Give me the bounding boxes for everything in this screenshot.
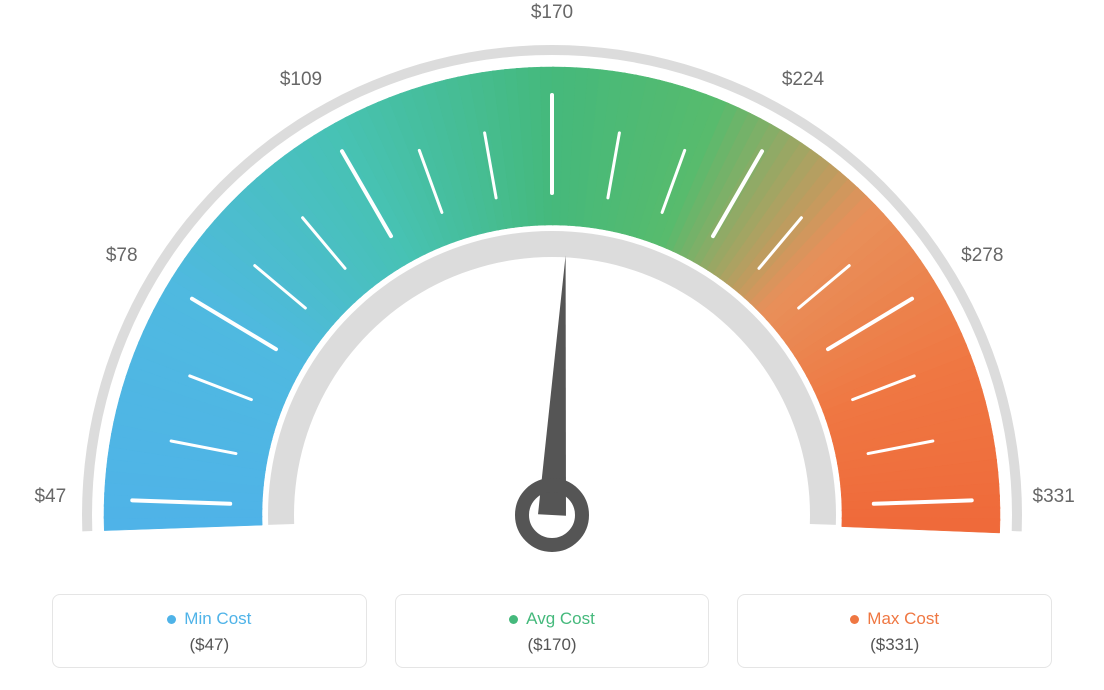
gauge-tick-label: $331 xyxy=(1033,486,1075,508)
legend-title-avg: Avg Cost xyxy=(509,609,595,629)
gauge-svg xyxy=(52,10,1052,570)
gauge: $47$78$109$170$224$278$331 xyxy=(52,10,1052,570)
legend-label-min: Min Cost xyxy=(184,609,251,629)
legend-title-max: Max Cost xyxy=(850,609,939,629)
legend-value-avg: ($170) xyxy=(527,635,576,655)
dot-max xyxy=(850,615,859,624)
legend-card-min: Min Cost ($47) xyxy=(52,594,367,668)
legend-label-max: Max Cost xyxy=(867,609,939,629)
gauge-tick-label: $78 xyxy=(106,245,138,267)
dot-min xyxy=(167,615,176,624)
legend-card-avg: Avg Cost ($170) xyxy=(395,594,710,668)
dot-avg xyxy=(509,615,518,624)
legend-row: Min Cost ($47) Avg Cost ($170) Max Cost … xyxy=(52,594,1052,668)
gauge-tick-label: $224 xyxy=(782,69,824,91)
gauge-tick-label: $170 xyxy=(531,2,573,24)
gauge-needle xyxy=(538,255,566,515)
gauge-tick-label: $109 xyxy=(280,69,322,91)
chart-container: $47 $78 $109 $170 $224 $278 $331 Min Cost ($47… xyxy=(0,0,1104,690)
gauge-tick-label: $278 xyxy=(961,245,1003,267)
legend-value-min: ($47) xyxy=(189,635,229,655)
legend-value-max: ($331) xyxy=(870,635,919,655)
legend-label-avg: Avg Cost xyxy=(526,609,595,629)
gauge-tick-label: $47 xyxy=(34,486,66,508)
legend-title-min: Min Cost xyxy=(167,609,251,629)
legend-card-max: Max Cost ($331) xyxy=(737,594,1052,668)
